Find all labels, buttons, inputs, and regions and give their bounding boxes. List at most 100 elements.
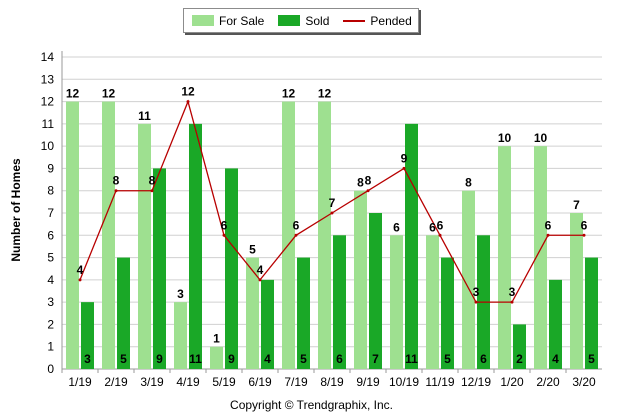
data-label-sold: 9: [156, 352, 163, 366]
data-label-pended: 8: [113, 174, 120, 188]
data-label-pended: 6: [437, 218, 444, 232]
bar-sold: [549, 279, 562, 369]
pended-point: [258, 278, 262, 282]
x-tick-label: 2/20: [536, 375, 560, 389]
y-tick-label: 0: [47, 362, 54, 376]
data-label-pended: 8: [365, 174, 372, 188]
data-label-for-sale: 8: [465, 176, 472, 190]
y-tick-label: 2: [47, 317, 54, 331]
x-tick-label: 4/19: [176, 375, 200, 389]
pended-line: [78, 99, 586, 304]
legend: For Sale Sold Pended: [183, 8, 419, 33]
bar-for-sale: [426, 235, 439, 369]
data-label-pended: 9: [401, 151, 408, 165]
bar-sold: [81, 302, 94, 369]
data-label-pended: 3: [473, 285, 480, 299]
pended-point: [222, 233, 226, 237]
data-label-sold: 9: [228, 352, 235, 366]
legend-label-pended: Pended: [370, 13, 412, 28]
x-tick-label: 8/19: [320, 375, 344, 389]
y-tick-label: 10: [41, 139, 55, 153]
y-tick-label: 9: [47, 161, 54, 175]
x-axis-ticks: 1/19 2/19 3/19 4/19 5/19 6/19 7/19 8/19 9/19 10/1…: [61, 369, 596, 389]
data-label-sold: 5: [444, 352, 451, 366]
bar-for-sale: [102, 101, 115, 370]
pended-point: [366, 189, 370, 193]
bar-sold: [405, 123, 418, 369]
pended-point: [402, 166, 406, 170]
data-label-pended: 6: [293, 218, 300, 232]
data-label-for-sale: 5: [249, 243, 256, 257]
data-label-sold: 5: [300, 352, 307, 366]
bar-sold: [189, 123, 202, 369]
grid: [61, 51, 602, 370]
data-label-pended: 12: [181, 85, 195, 99]
x-tick-label: 11/19: [425, 375, 454, 389]
x-tick-label: 1/19: [68, 375, 92, 389]
y-tick-label: 1: [47, 340, 54, 354]
data-label-pended: 6: [581, 218, 588, 232]
y-tick-label: 11: [42, 117, 55, 131]
data-label-pended: 8: [149, 174, 156, 188]
y-tick-label: 6: [47, 228, 54, 242]
data-label-for-sale: 6: [393, 220, 400, 234]
bar-for-sale: [138, 123, 151, 369]
data-label-sold: 3: [84, 352, 91, 366]
data-label-for-sale: 10: [498, 131, 512, 145]
data-label-sold: 11: [405, 352, 418, 366]
data-label-sold: 5: [588, 352, 595, 366]
x-tick-label: 3/19: [140, 375, 164, 389]
bar-sold: [225, 168, 238, 369]
data-label-for-sale: 12: [66, 87, 80, 101]
x-tick-label: 7/19: [284, 375, 308, 389]
data-label-for-sale: 6: [429, 220, 436, 234]
pended-point: [114, 189, 118, 193]
bar-sold: [441, 257, 454, 369]
pended-point: [330, 211, 334, 215]
data-label-pended: 3: [509, 285, 516, 299]
x-tick-label: 2/19: [104, 375, 128, 389]
bar-for-sale: [390, 235, 403, 369]
bar-sold: [261, 279, 274, 369]
data-label-pended: 7: [329, 196, 336, 210]
data-label-sold: 2: [516, 352, 523, 366]
legend-label-for-sale: For Sale: [219, 13, 265, 28]
data-label-pended: 4: [257, 263, 264, 277]
data-label-for-sale: 1: [213, 332, 220, 346]
copyright: Copyright © Trendgraphix, Inc.: [230, 398, 393, 412]
data-label-for-sale: 3: [177, 287, 184, 301]
legend-swatch-for-sale: [192, 15, 214, 26]
x-tick-label: 6/19: [248, 375, 272, 389]
bar-sold: [333, 235, 346, 369]
x-tick-label: 10/19: [389, 375, 419, 389]
bar-sold: [513, 324, 526, 369]
y-tick-label: 8: [47, 184, 54, 198]
legend-item-sold: Sold: [278, 14, 329, 28]
data-label-sold: 7: [372, 352, 379, 366]
x-tick-label: 1/20: [500, 375, 524, 389]
pended-point: [150, 189, 154, 193]
bar-for-sale: [462, 190, 475, 369]
x-tick-label: 3/20: [572, 375, 596, 389]
bar-for-sale: [246, 257, 259, 369]
bar-for-sale: [318, 101, 331, 370]
data-label-for-sale: 12: [282, 87, 296, 101]
bar-for-sale: [354, 190, 367, 369]
legend-swatch-pended: [343, 19, 366, 22]
legend-swatch-sold: [278, 15, 301, 26]
y-tick-label: 13: [41, 72, 55, 86]
x-tick-label: 9/19: [356, 375, 380, 389]
y-tick-label: 12: [41, 95, 55, 109]
x-tick-label: 12/19: [461, 375, 491, 389]
legend-item-for-sale: For Sale: [192, 14, 264, 28]
bar-for-sale: [282, 101, 295, 370]
data-label-sold: 6: [480, 352, 487, 366]
bars: [66, 101, 598, 370]
data-label-for-sale: 12: [318, 87, 332, 101]
pended-point: [438, 233, 442, 237]
bar-sold: [117, 257, 130, 369]
pended-point: [186, 100, 190, 104]
bar-for-sale: [534, 146, 547, 369]
bar-for-sale: [570, 213, 583, 369]
